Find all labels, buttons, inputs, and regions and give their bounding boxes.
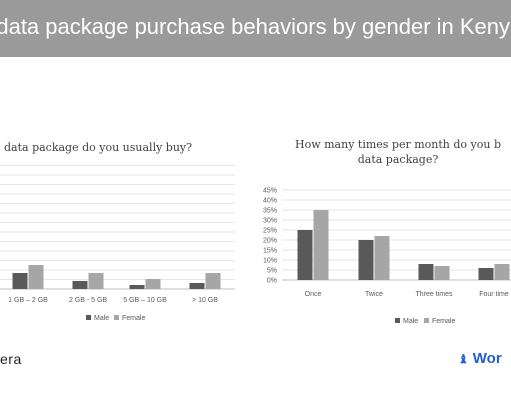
chart-left-x-tick-label: > 10 GB [192,297,218,304]
chart-right-legend-swatch-male [395,318,400,323]
chart-left-legend-female: Female [122,315,145,322]
chart-left-bar-female-3 [145,279,161,289]
chart-right-y-tick-label: 15% [263,248,277,255]
chart-right-legend-female: Female [432,318,455,325]
chart-right-legend-swatch-female [424,318,429,323]
chart-right-bar-female-3 [434,266,450,280]
chart-left-bar-female-4 [205,273,221,289]
slide-title: e data package purchase behaviors by gen… [0,14,511,39]
chart-left-bar-male-3 [129,285,145,289]
chart-right-y-tick-label: 5% [267,268,277,275]
chart-right-y-tick-label: 10% [263,258,277,265]
chart-right-y-tick-label: 35% [263,208,277,215]
chart-right-bar-female-4 [494,264,510,280]
chart-left-bar-male-2 [72,281,88,289]
title-banner: e data package purchase behaviors by gen… [0,0,511,57]
chart-right-y-tick-label: 0% [267,278,277,285]
chart-right-bar-male-3 [418,264,434,280]
chart-right-title-line1: How many times per month do you b [295,138,501,151]
chart-left-x-tick-label: 2 GB - 5 GB [69,297,107,304]
chart-right-y-tick-label: 30% [263,218,277,225]
chart-right-x-tick-label: Three times [416,291,453,298]
chart-left-bar-male-1 [12,273,28,289]
chart-right-y-tick-label: 25% [263,228,277,235]
chart-right-bar-male-2 [358,240,374,280]
chart-left-legend-swatch-female [114,315,119,320]
chart-left-bar-female-2 [88,273,104,289]
chart-right-legend-male: Male [403,318,418,325]
chart-package-size: data package do you usually buy? 1 GB – 2… [0,141,235,322]
chart-left-legend-swatch-male [86,315,91,320]
chart-left-x-tick-label: 5 GB – 10 GB [123,297,167,304]
chart-left-bar-male-4 [189,283,205,289]
chart-right-bar-male-1 [297,230,313,280]
chart-purchase-frequency: How many times per month do you b data pa… [263,138,511,325]
chart-right-x-tick-label: Once [305,291,322,298]
chart-right-x-tick-label: Four time [479,291,509,298]
logo-icon: ♝ [458,352,469,366]
footer-right-logo-text: Wor [472,350,502,367]
chart-right-y-tick-label: 20% [263,238,277,245]
chart-right-y-tick-label: 40% [263,198,277,205]
chart-right-bar-female-2 [374,236,390,280]
chart-right-bar-female-1 [313,210,329,280]
footer-right-logo: ♝ Wor [458,350,502,367]
chart-right-bar-male-4 [478,268,494,280]
chart-left-x-tick-label: 1 GB – 2 GB [8,297,48,304]
footer-left-logo-text: era [0,351,22,367]
chart-right-y-tick-label: 45% [263,188,277,195]
chart-right-x-tick-label: Twice [365,291,383,298]
chart-right-title-line2: data package? [358,153,439,166]
chart-left-bar-female-1 [28,265,44,289]
chart-left-legend-male: Male [94,315,109,322]
chart-left-title: data package do you usually buy? [4,141,192,154]
